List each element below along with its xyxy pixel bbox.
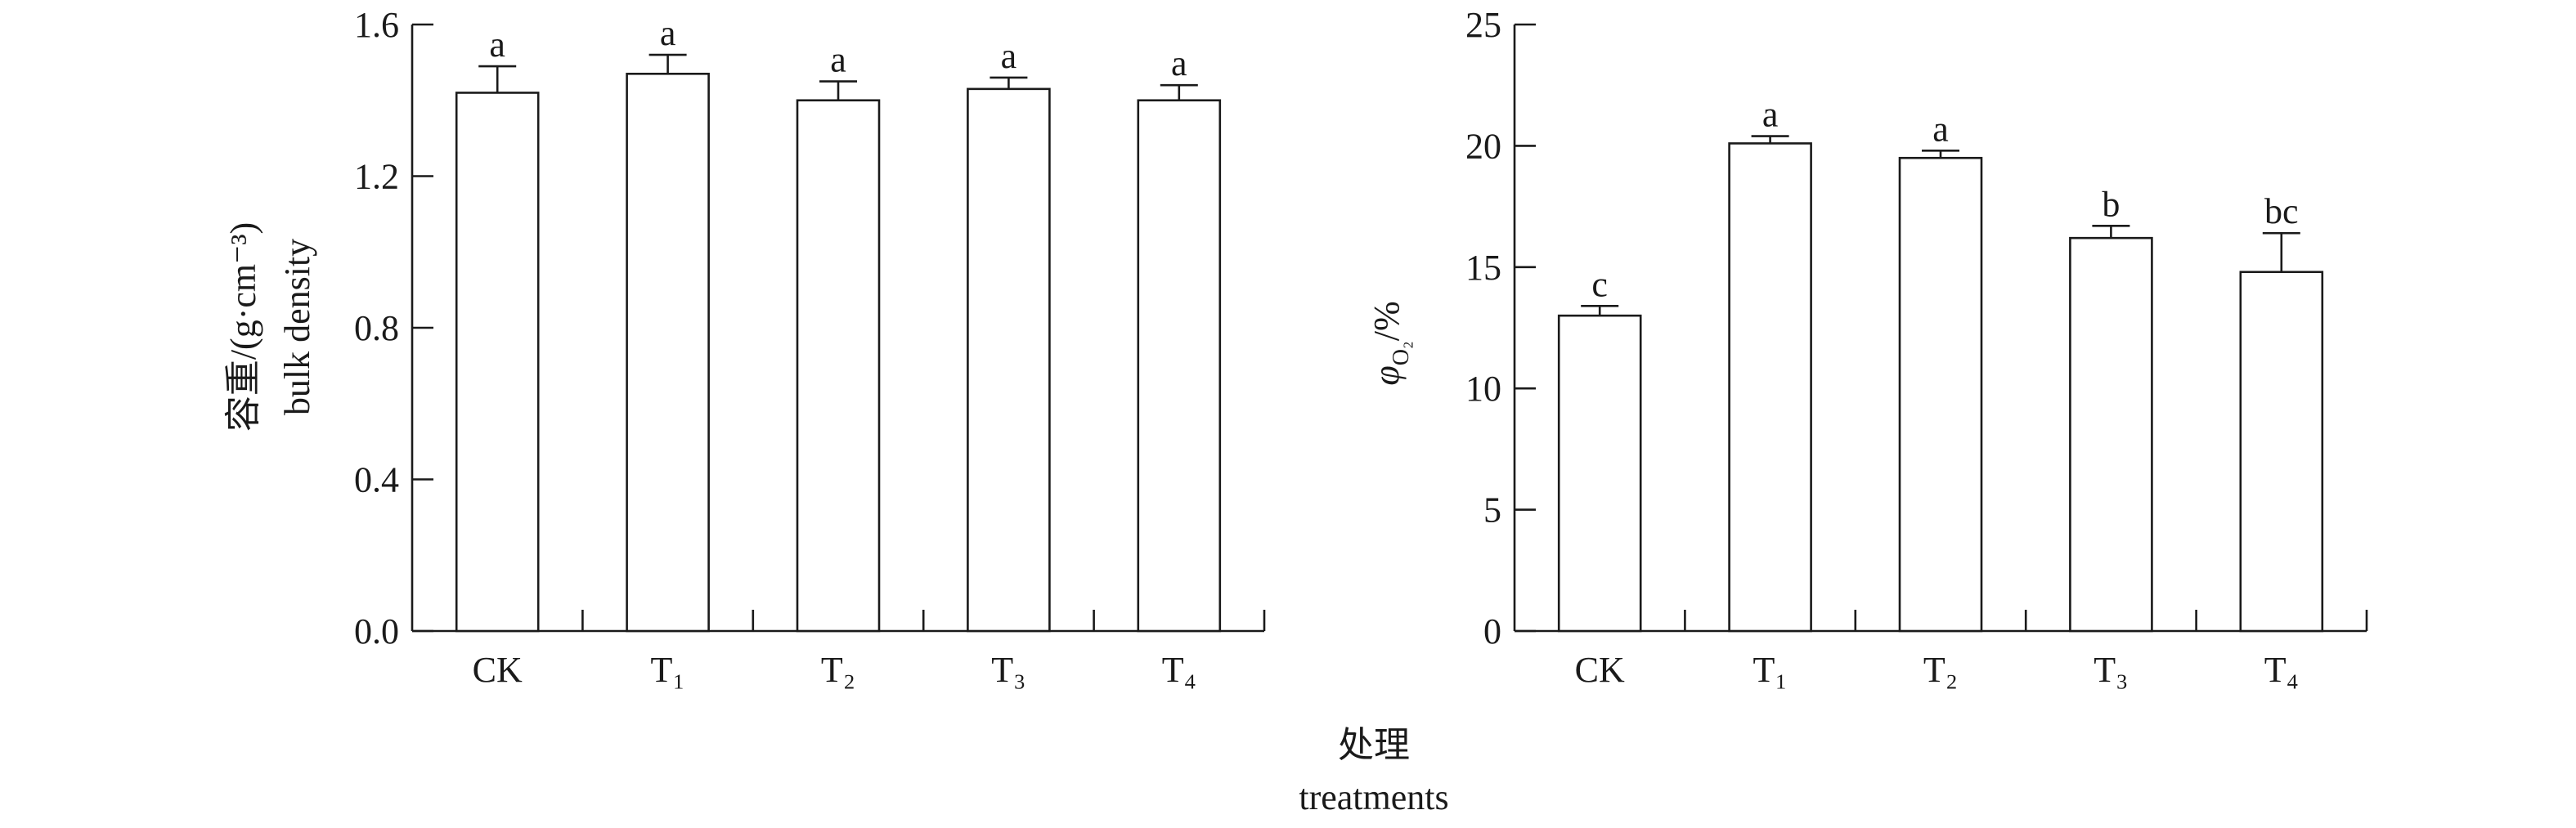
significance-letter: bc bbox=[2264, 191, 2299, 231]
y-axis-title-line: 容重/(g·cm⁻³) bbox=[223, 222, 263, 432]
bar bbox=[455, 92, 540, 633]
oxygen-fraction-chart: 0 5 10 15 20 25 c CK a T₁ a T₂ b T₃ bc T₄ φO₂/% bbox=[1367, 5, 2368, 690]
significance-letter: a bbox=[830, 40, 846, 80]
bar bbox=[1137, 99, 1222, 633]
y-axis-title-symbol: φ bbox=[1367, 365, 1407, 385]
bar bbox=[2239, 271, 2324, 633]
bar bbox=[2069, 236, 2153, 633]
x-tick-label: CK bbox=[1575, 650, 1625, 690]
y-tick-label: 20 bbox=[1465, 126, 1501, 166]
y-axis-title: φO₂/% bbox=[1367, 301, 1414, 385]
y-tick-label: 1.6 bbox=[354, 5, 399, 45]
significance-letter: a bbox=[1762, 95, 1779, 135]
y-tick-label: 0 bbox=[1483, 611, 1501, 651]
significance-letter: a bbox=[1932, 109, 1949, 149]
significance-letter: a bbox=[1171, 43, 1187, 83]
x-tick-label: T₃ bbox=[991, 650, 1025, 690]
y-tick-label: 0.0 bbox=[354, 611, 399, 651]
y-tick-label: 5 bbox=[1483, 490, 1501, 530]
y-tick-label: 15 bbox=[1465, 248, 1501, 288]
y-axis-title-line: bulk density bbox=[277, 239, 317, 415]
significance-letter: a bbox=[489, 25, 505, 65]
bar bbox=[626, 72, 710, 633]
significance-letter: b bbox=[2102, 184, 2120, 224]
y-tick-label: 25 bbox=[1465, 5, 1501, 45]
y-axis-title-subscript: O₂ bbox=[1389, 341, 1414, 365]
bulk-density-chart: 0.0 0.4 0.8 1.2 1.6 a CK a T₁ a T₂ a T₃ a T₄ 容重/(g·cm⁻³… bbox=[223, 5, 1266, 690]
bar bbox=[1728, 142, 1812, 633]
x-tick-label: T₄ bbox=[2264, 650, 2299, 690]
y-tick-label: 10 bbox=[1465, 369, 1501, 409]
y-tick-label: 0.8 bbox=[354, 308, 399, 348]
x-tick-label: T₁ bbox=[1752, 650, 1787, 690]
significance-letter: a bbox=[1001, 36, 1017, 76]
bar bbox=[1898, 156, 1983, 633]
x-tick-label: T₃ bbox=[2094, 650, 2128, 690]
bar bbox=[967, 87, 1051, 633]
shared-x-axis-title-zh: 处理 bbox=[1338, 725, 1410, 765]
y-tick-label: 0.4 bbox=[354, 460, 399, 500]
shared-x-axis-title-en: treatments bbox=[1299, 777, 1448, 817]
bar bbox=[796, 99, 881, 633]
y-axis-title-unit: /% bbox=[1367, 301, 1407, 341]
significance-letter: c bbox=[1591, 264, 1608, 304]
significance-letter: a bbox=[660, 13, 676, 53]
x-tick-label: T₂ bbox=[821, 650, 855, 690]
y-tick-label: 1.2 bbox=[354, 157, 399, 197]
bar bbox=[1557, 314, 1642, 633]
x-tick-label: T₄ bbox=[1162, 650, 1196, 690]
x-tick-label: T₂ bbox=[1923, 650, 1958, 690]
x-tick-label: CK bbox=[473, 650, 523, 690]
x-tick-label: T₁ bbox=[650, 650, 684, 690]
